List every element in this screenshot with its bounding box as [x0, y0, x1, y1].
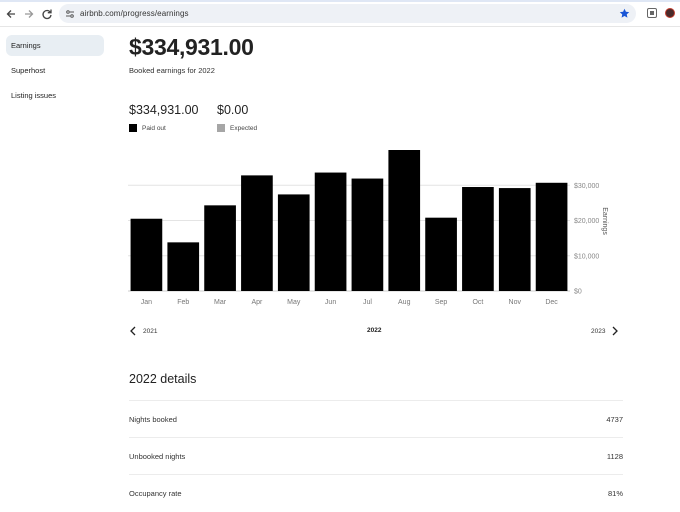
bar-jan[interactable] — [130, 218, 163, 291]
x-tick-label: Oct — [472, 299, 483, 306]
y-tick-label: $0 — [574, 289, 582, 296]
tune-icon[interactable] — [65, 9, 75, 19]
detail-row-nights-booked: Nights booked 4737 — [129, 400, 623, 437]
x-tick-label: Nov — [509, 299, 522, 306]
browser-toolbar: airbnb.com/progress/earnings — [0, 0, 680, 27]
x-tick-label: Aug — [398, 299, 411, 306]
bar-sep[interactable] — [425, 217, 457, 291]
next-year-label: 2023 — [591, 327, 606, 335]
arrow-left-icon[interactable] — [1, 4, 20, 23]
x-tick-label: Jul — [363, 299, 372, 306]
total-earnings: $334,931.00 — [129, 34, 254, 60]
chevron-right-icon — [613, 326, 619, 336]
bar-jun[interactable] — [314, 172, 347, 291]
prev-year-label: 2021 — [143, 327, 158, 335]
earnings-subtitle: Booked earnings for 2022 — [129, 66, 215, 75]
bar-apr[interactable] — [241, 175, 273, 291]
bar-mar[interactable] — [204, 205, 236, 291]
x-tick-label: Apr — [251, 299, 263, 306]
y-tick-label: $30,000 — [574, 183, 599, 190]
y-tick-label: $10,000 — [574, 253, 599, 260]
detail-row-unbooked-nights: Unbooked nights 1128 — [129, 437, 623, 474]
x-tick-label: Mar — [214, 299, 227, 306]
x-tick-label: Jun — [325, 299, 336, 306]
address-bar[interactable]: airbnb.com/progress/earnings — [59, 4, 636, 23]
expected-value: $0.00 — [217, 103, 249, 117]
bar-aug[interactable] — [388, 150, 421, 291]
y-axis-label: Earnings — [601, 207, 608, 235]
detail-value: 4737 — [606, 414, 623, 424]
next-year-button[interactable]: 2023 — [591, 324, 619, 338]
legend-label-expected: Expected — [230, 124, 258, 132]
avatar[interactable] — [665, 8, 675, 18]
legend-expected: Expected — [217, 124, 257, 132]
x-tick-label: Dec — [545, 299, 558, 306]
bar-dec[interactable] — [535, 182, 568, 291]
bar-feb[interactable] — [167, 242, 200, 291]
extension-icon[interactable] — [647, 8, 657, 18]
details-title: 2022 details — [129, 372, 197, 386]
paid-out-value: $334,931.00 — [129, 103, 199, 117]
sidebar-item-listing-issues[interactable]: Listing issues — [6, 85, 104, 106]
detail-value: 81% — [607, 488, 623, 498]
bar-oct[interactable] — [462, 187, 494, 291]
x-tick-label: Sep — [435, 299, 448, 306]
bar-nov[interactable] — [498, 188, 531, 291]
bar-jul[interactable] — [351, 178, 384, 291]
bar-may[interactable] — [277, 194, 310, 291]
sidebar-item-label: Superhost — [11, 66, 46, 75]
current-year: 2022 — [367, 327, 382, 334]
url-text: airbnb.com/progress/earnings — [80, 9, 189, 18]
x-tick-label: May — [287, 299, 301, 306]
sidebar-item-superhost[interactable]: Superhost — [6, 60, 104, 81]
detail-row-occupancy-rate: Occupancy rate 81% — [129, 474, 623, 511]
sidebar: Earnings Superhost Listing issues — [0, 28, 112, 512]
legend-swatch-paid — [129, 124, 137, 132]
prev-year-button[interactable]: 2021 — [129, 324, 157, 338]
x-tick-label: Feb — [177, 299, 189, 306]
reload-icon[interactable] — [37, 4, 56, 23]
legend-swatch-expected — [217, 124, 225, 132]
arrow-right-icon[interactable] — [19, 4, 38, 23]
detail-label: Unbooked nights — [129, 451, 186, 461]
sidebar-item-label: Earnings — [11, 41, 41, 50]
sidebar-item-label: Listing issues — [11, 91, 57, 100]
legend-paid-out: Paid out — [129, 124, 166, 132]
chevron-left-icon — [130, 326, 136, 336]
detail-label: Nights booked — [129, 414, 177, 424]
y-tick-label: $20,000 — [574, 218, 599, 225]
x-tick-label: Jan — [141, 299, 152, 306]
legend-label-paid: Paid out — [142, 124, 166, 132]
sidebar-item-earnings[interactable]: Earnings — [6, 35, 104, 56]
star-icon[interactable] — [619, 8, 630, 19]
detail-value: 1128 — [606, 451, 623, 461]
detail-label: Occupancy rate — [129, 488, 182, 498]
